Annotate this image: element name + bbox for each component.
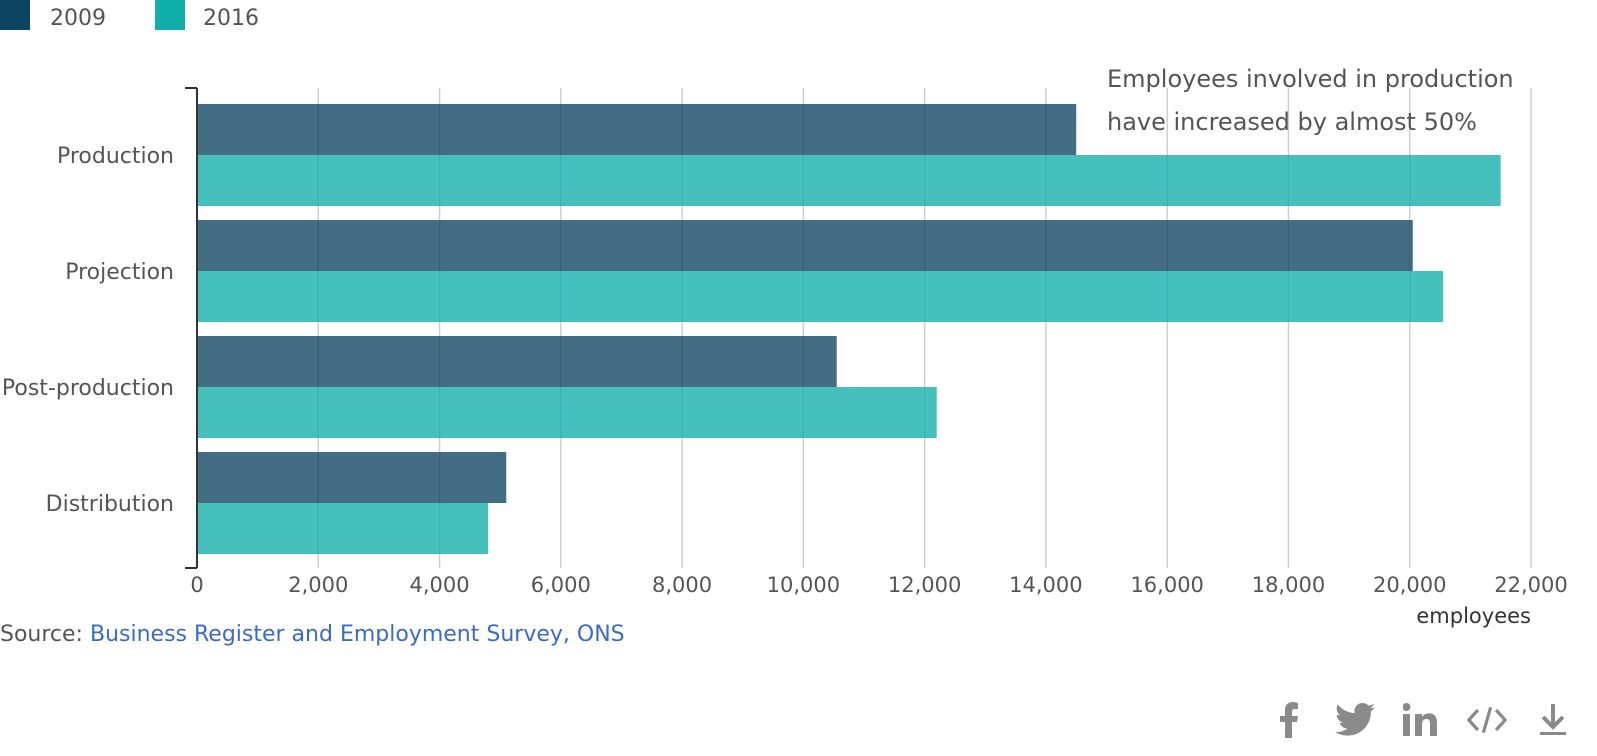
bar-2009 — [197, 336, 837, 387]
legend-swatch-2016 — [155, 0, 185, 30]
annotation-text: have increased by almost 50% — [1107, 108, 1477, 136]
bar-2009 — [197, 452, 507, 503]
annotation-text: Employees involved in production — [1107, 65, 1514, 93]
bar-chart: Production Projection Post-production Distr… — [2, 65, 1568, 628]
x-tick-label: 12,000 — [888, 573, 961, 597]
x-tick-label: 0 — [190, 573, 203, 597]
x-tick-label: 6,000 — [531, 573, 591, 597]
x-tick-label: 10,000 — [767, 573, 840, 597]
x-axis-label: employees — [1416, 604, 1531, 628]
x-tick-label: 4,000 — [409, 573, 469, 597]
x-tick-label: 14,000 — [1009, 573, 1082, 597]
bar-2009 — [197, 104, 1077, 155]
source-link[interactable]: Business Register and Employment Survey,… — [89, 622, 625, 647]
source-prefix: Source: — [0, 622, 83, 647]
bar-2016 — [197, 155, 1501, 206]
linkedin-icon[interactable] — [1401, 700, 1441, 740]
legend-swatch-2009 — [0, 0, 30, 30]
twitter-icon[interactable] — [1335, 700, 1375, 740]
embed-code-icon[interactable] — [1467, 700, 1507, 740]
category-label: Distribution — [46, 492, 174, 517]
x-tick-label: 16,000 — [1130, 573, 1203, 597]
x-tick-label: 2,000 — [288, 573, 348, 597]
facebook-icon[interactable] — [1269, 700, 1309, 740]
bar-2016 — [197, 387, 937, 438]
bar-2016 — [197, 271, 1444, 322]
download-icon[interactable] — [1533, 700, 1573, 740]
bar-2016 — [197, 503, 489, 554]
legend-label-2016: 2016 — [203, 6, 259, 31]
x-tick-label: 18,000 — [1252, 573, 1325, 597]
x-tick-label: 20,000 — [1373, 573, 1446, 597]
x-tick-label: 8,000 — [652, 573, 712, 597]
x-tick-label: 22,000 — [1494, 573, 1567, 597]
share-toolbar — [1269, 700, 1573, 740]
category-label: Post-production — [2, 376, 174, 401]
category-label: Production — [57, 144, 174, 169]
bar-2009 — [197, 220, 1413, 271]
legend-label-2009: 2009 — [50, 6, 106, 31]
category-label: Projection — [65, 260, 174, 285]
source-line: Source: Business Register and Employment… — [0, 622, 625, 647]
